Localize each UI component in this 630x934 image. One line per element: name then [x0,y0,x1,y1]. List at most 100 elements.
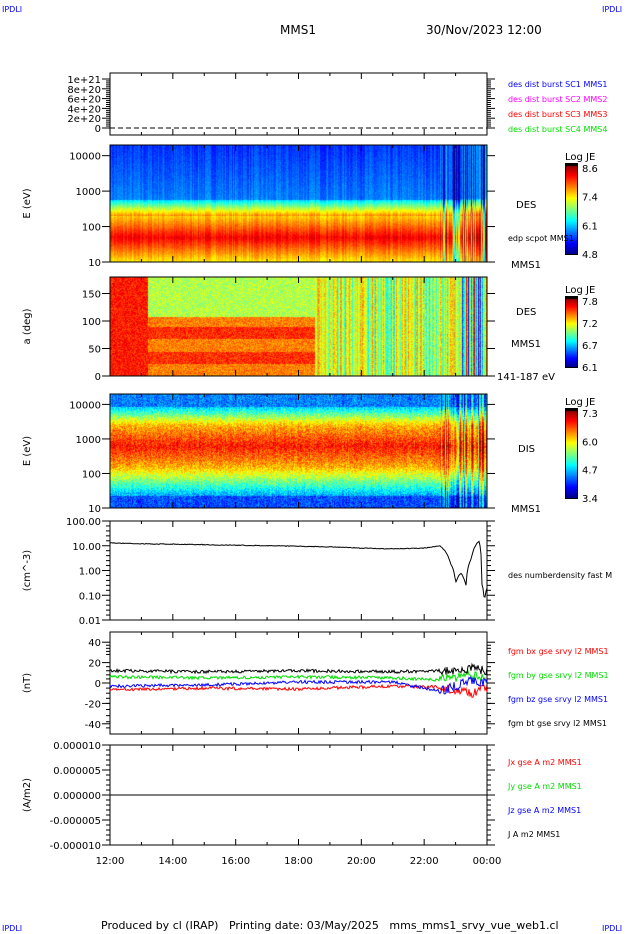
colorbar-frame [565,408,578,499]
colorbar-tick-label: 6.7 [582,341,598,352]
colorbar-title: Log JE [565,285,595,296]
y-tick-label: 6e+20 [67,95,101,106]
y-tick-label: 100 [82,317,101,328]
panel-frame-dis-energy [109,393,488,509]
footer-text: Produced by cl (IRAP) Printing date: 03/… [101,919,559,932]
colorbar-tick-label: 4.8 [582,250,598,261]
legend-bfield: fgm bz gse srvy l2 MMS1 [508,695,608,704]
y-tick-label: 10000 [69,152,101,163]
y-tick-label: -20 [85,699,101,710]
colorbar-tick-label: 6.1 [582,221,598,232]
y-tick-label: 0.000005 [53,766,101,777]
y-tick-label: 0.01 [79,616,101,627]
legend-burst: des dist burst SC4 MMS4 [508,125,607,134]
panel-frame-burst [109,72,488,136]
legend-current: J A m2 MMS1 [507,830,560,839]
dis-energy-spectrogram [110,394,487,508]
y-tick-label: 0 [95,124,101,135]
legend-current: Jy gse A m2 MMS1 [507,782,582,791]
colorbar-title: Log JE [565,397,595,408]
panel-right-label: 141-187 eV [497,372,555,383]
y-tick-label: 100 [82,223,101,234]
colorbar-tick-label: 7.8 [582,297,598,308]
header-datetime: 30/Nov/2023 12:00 [426,23,542,37]
y-tick-label: -40 [85,720,101,731]
x-tick-label: 16:00 [221,856,250,867]
y-axis-label: E (eV) [22,436,33,466]
y-tick-label: 1e+21 [67,75,101,86]
y-tick-label: -0.000010 [50,841,101,852]
y-tick-label: 40 [88,638,101,649]
series-line-des-numberdensity-fast-M [109,540,488,598]
y-tick-label: 2e+20 [67,114,101,125]
colorbar-dis-energy [566,409,577,498]
x-tick-label: 12:00 [96,856,125,867]
y-tick-label: 100.00 [66,517,101,528]
y-tick-label: 10 [88,258,101,269]
panel-right-label: DIS [518,444,535,455]
series-line-fgm-bx-gse-srvy-l2-MMS1 [109,683,488,698]
colorbar-des-energy [566,164,577,254]
colorbar-tick-label: 6.1 [582,363,598,374]
panel-right-label: DES [516,200,536,211]
legend-current: Jx gse A m2 MMS1 [507,758,582,767]
panel-frame-des-energy [109,144,488,263]
colorbar-tick-label: 6.0 [582,437,598,448]
legend-current: Jz gse A m2 MMS1 [507,806,581,815]
y-tick-label: 20 [88,659,101,670]
y-tick-label: 0.10 [79,591,101,602]
x-tick-label: 00:00 [473,856,502,867]
y-tick-label: -0.000005 [50,816,101,827]
panel-right-label: MMS1 [511,260,541,271]
legend-bfield: fgm bt gse srvy l2 MMS1 [508,719,607,728]
colorbar-frame [565,163,578,255]
series-line-fgm-by-gse-srvy-l2-MMS1 [109,669,488,684]
colorbar-tick-label: 3.4 [582,494,598,505]
colorbar-tick-label: 7.2 [582,319,598,330]
panel-right-label: MMS1 [511,339,541,350]
colorbar-tick-label: 7.3 [582,409,598,420]
x-tick-label: 18:00 [284,856,313,867]
y-tick-label: 150 [82,290,101,301]
header-spacecraft: MMS1 [280,23,316,37]
y-axis-label: E (eV) [22,188,33,218]
y-tick-label: 1.00 [79,567,101,578]
y-tick-label: 1000 [76,187,101,198]
legend-burst: des dist burst SC1 MMS1 [508,80,607,89]
y-axis-label: (cm^-3) [22,550,33,591]
y-tick-label: 0 [95,372,101,383]
y-tick-label: 100 [82,469,101,480]
corner-label-top-left: IPDLI [2,5,22,14]
panel-right-label: MMS1 [511,504,541,515]
colorbar-tick-label: 7.4 [582,193,598,204]
y-tick-label: 10 [88,504,101,515]
x-tick-label: 14:00 [158,856,187,867]
colorbar-des-pitch [566,297,577,367]
legend-bfield: fgm bx gse srvy l2 MMS1 [508,647,609,656]
legend-density: des numberdensity fast M [508,571,612,580]
des-pitch-spectrogram [110,277,487,376]
y-tick-label: 10.00 [72,542,101,553]
x-tick-label: 20:00 [347,856,376,867]
y-tick-label: 8e+20 [67,85,101,96]
legend-burst: des dist burst SC2 MMS2 [508,95,607,104]
colorbar-tick-label: 8.6 [582,164,598,175]
corner-label-bottom-left: IPDLI [2,924,22,933]
x-tick-label: 22:00 [410,856,439,867]
y-axis-label: (A/m2) [22,778,33,812]
corner-label-top-right: IPDLI [602,5,622,14]
series-line-fgm-bt-gse-srvy-l2-MMS1 [109,662,488,676]
y-tick-label: 0.000000 [53,791,101,802]
y-axis-label: a (deg) [22,308,33,344]
y-tick-label: 10000 [69,400,101,411]
colorbar-title: Log JE [565,152,595,163]
panel-right-label: edp scpot MMS1 [508,234,574,243]
colorbar-tick-label: 4.7 [582,466,598,477]
des-energy-spectrogram [110,145,487,262]
series-line-fgm-bz-gse-srvy-l2-MMS1 [109,675,488,695]
colorbar-frame [565,296,578,368]
y-tick-label: 50 [88,345,101,356]
panel-right-label: DES [516,307,536,318]
